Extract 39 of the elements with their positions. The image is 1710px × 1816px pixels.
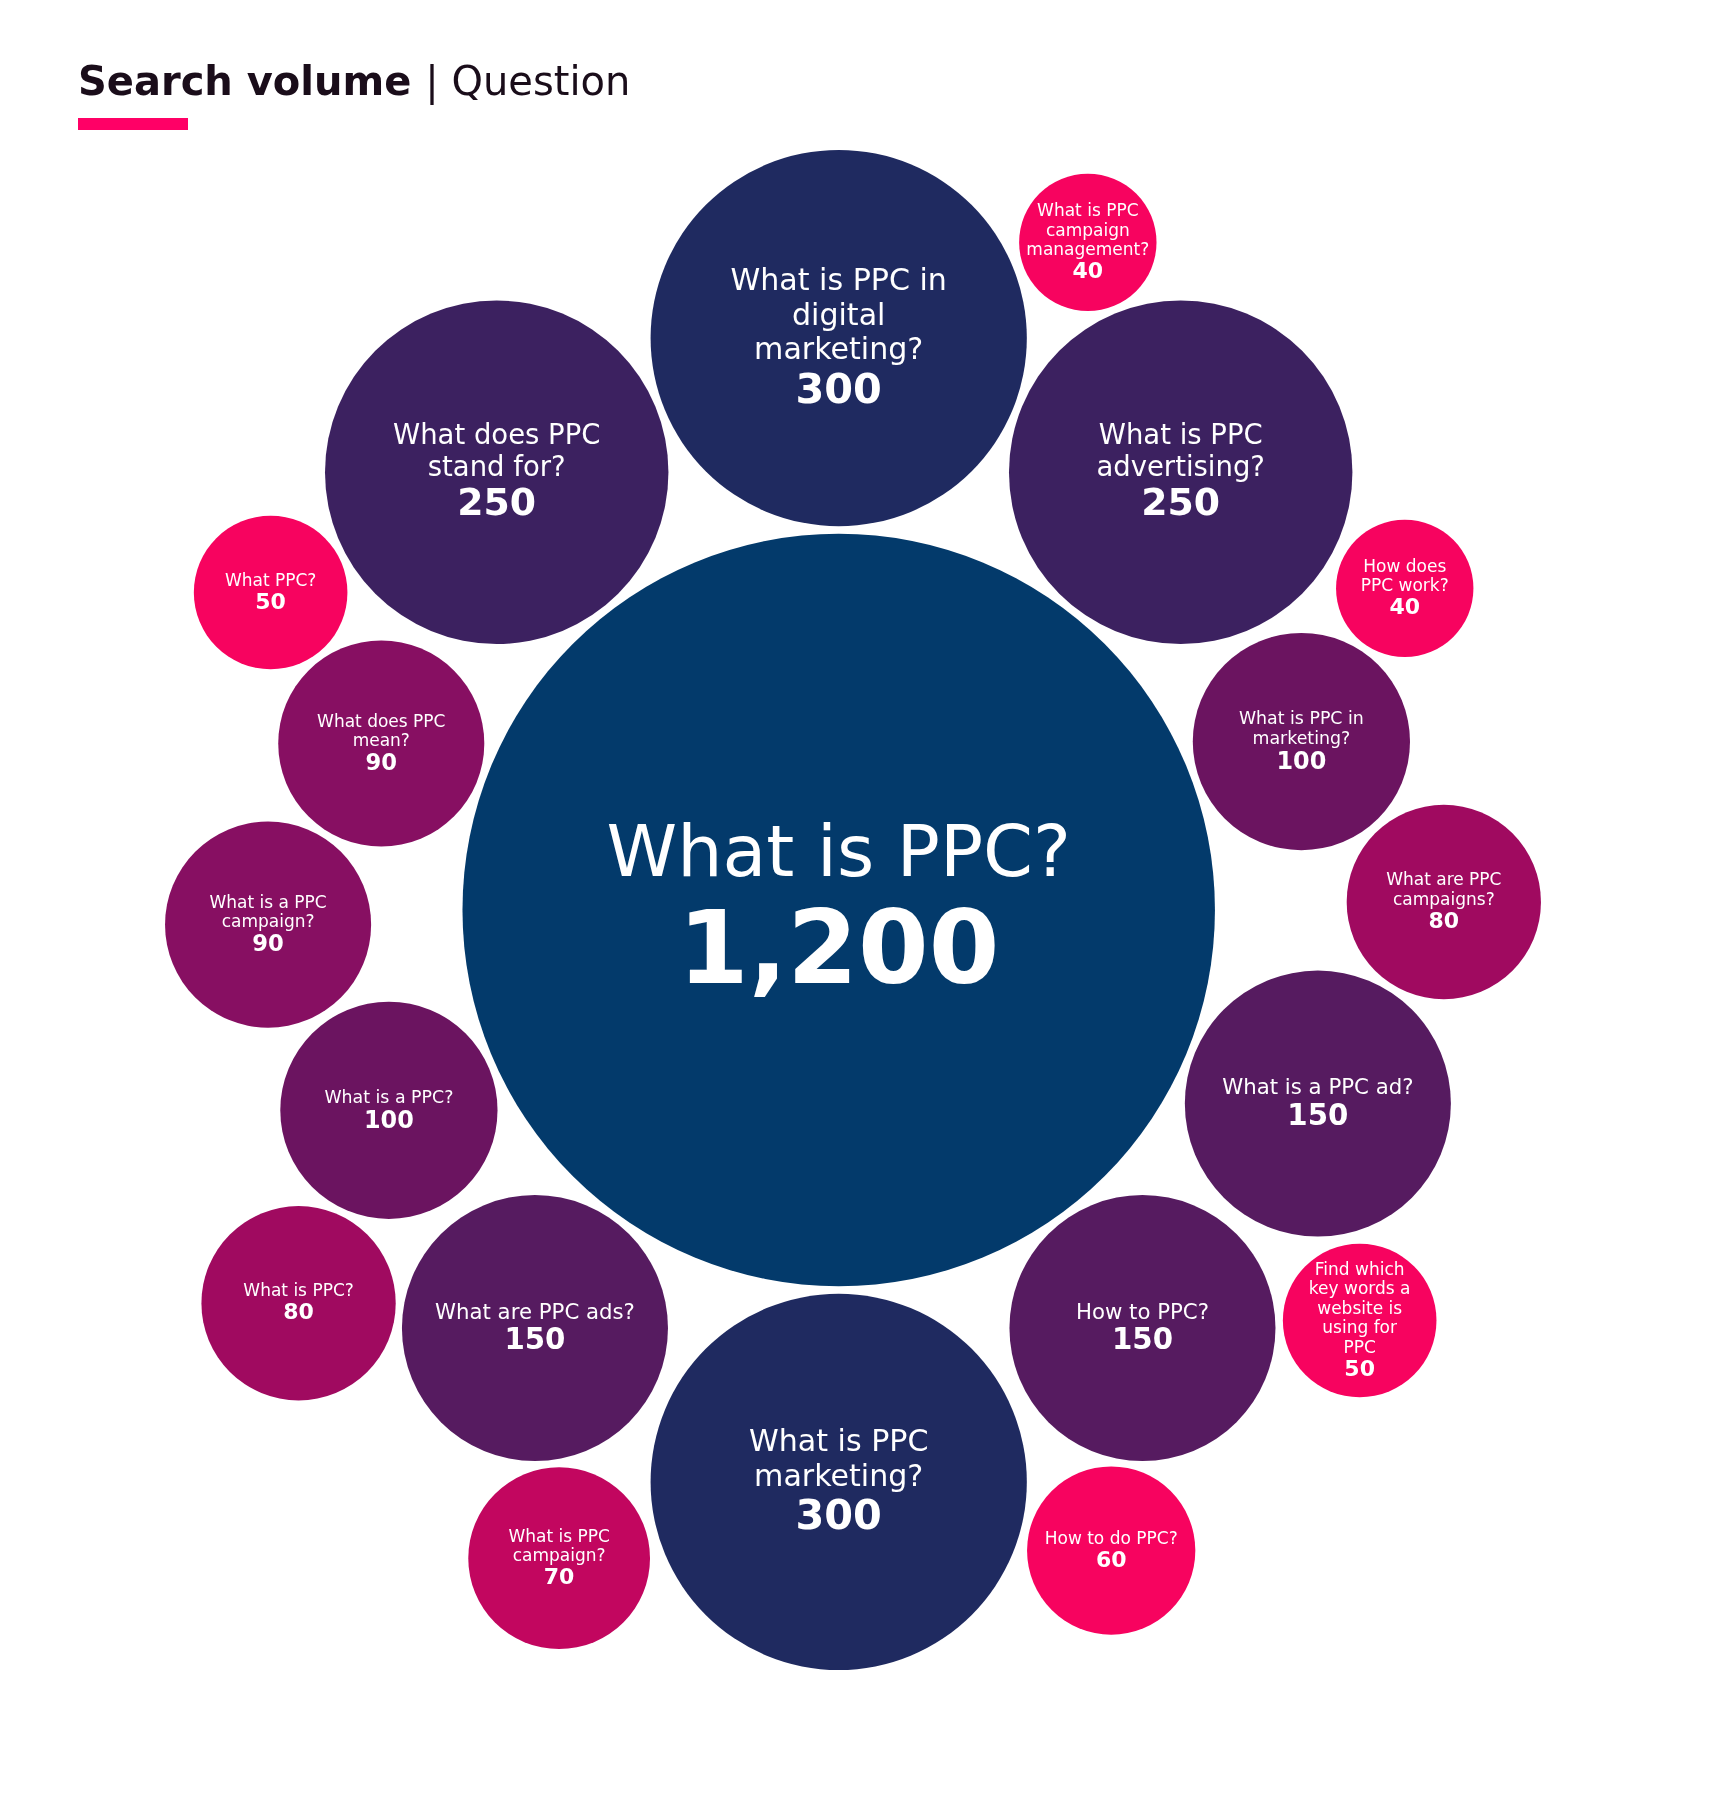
category-label: What is PPC advertising? — [1096, 419, 1265, 482]
data-label: 250 — [1141, 480, 1221, 525]
category-label: What is PPC? — [243, 1280, 354, 1301]
category-label: What is a PPC ad? — [1222, 1074, 1414, 1100]
data-label: 40 — [1072, 258, 1104, 284]
category-label: How to PPC? — [1075, 1298, 1209, 1324]
category-label: What are PPC campaigns? — [1386, 869, 1502, 909]
category-label: What is a PPC? — [324, 1086, 454, 1107]
data-label: 80 — [1428, 908, 1460, 934]
category-label: What is PPC marketing? — [748, 1423, 929, 1493]
data-label: 150 — [1287, 1097, 1349, 1132]
data-label: 300 — [795, 1491, 882, 1540]
data-label: 150 — [504, 1322, 566, 1357]
data-label: 90 — [252, 930, 284, 956]
category-label: What does PPC mean? — [317, 710, 446, 751]
data-label: 100 — [1276, 746, 1327, 775]
data-label: 250 — [457, 480, 537, 525]
category-label: What is PPC in marketing? — [1238, 707, 1364, 748]
data-label: 100 — [363, 1105, 414, 1134]
category-label: How does PPC work? — [1360, 555, 1449, 596]
data-label: 90 — [365, 748, 398, 775]
data-label: 300 — [795, 364, 882, 413]
data-label: 150 — [1111, 1322, 1173, 1357]
data-label: 50 — [255, 588, 286, 614]
category-label: What is PPC campaign? — [508, 1525, 610, 1566]
category-label: How to do PPC? — [1044, 1527, 1178, 1548]
category-label: What does PPC stand for? — [393, 419, 601, 482]
category-label: Find which key words a website is using for PPC — [1308, 1258, 1411, 1357]
data-label: 80 — [283, 1299, 314, 1325]
category-label: What is PPC in digital marketing? — [730, 262, 947, 367]
data-label: 70 — [543, 1564, 575, 1590]
data-label: 40 — [1389, 594, 1421, 620]
category-label: What is PPC campaign management? — [1026, 199, 1150, 260]
category-label: What PPC? — [224, 569, 317, 590]
data-label: 60 — [1095, 1546, 1127, 1572]
category-label: What are PPC ads? — [434, 1298, 635, 1324]
category-label: What is a PPC campaign? — [209, 891, 327, 932]
data-label: 50 — [1344, 1355, 1375, 1381]
text: Search volume | Question — [77, 57, 632, 104]
